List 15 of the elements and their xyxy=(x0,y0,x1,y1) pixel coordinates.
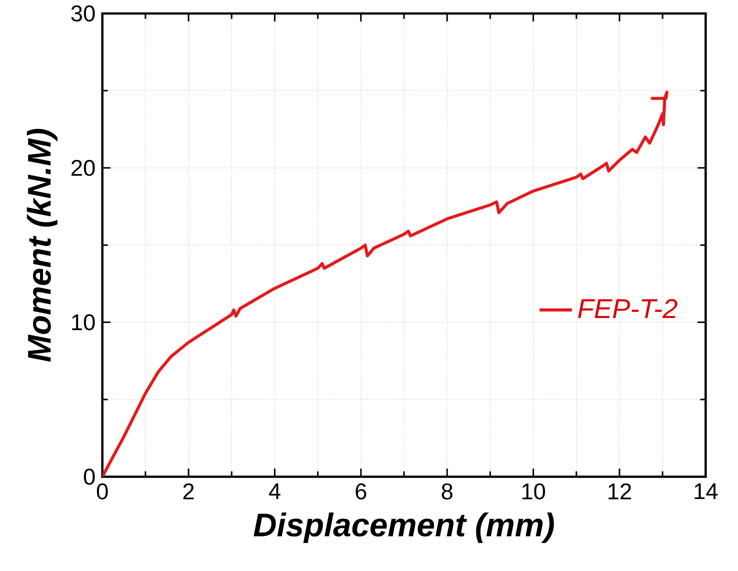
x-tick-label: 14 xyxy=(694,483,718,500)
y-tick-label: 10 xyxy=(72,314,95,330)
x-tick-label: 12 xyxy=(608,483,631,500)
y-tick-label: 0 xyxy=(84,468,95,485)
x-tick-label: 0 xyxy=(96,483,108,500)
x-tick-label: 8 xyxy=(442,483,452,500)
x-axis-title: Displacement (mm) xyxy=(254,512,554,543)
x-tick-label: 4 xyxy=(268,483,280,500)
x-tick-label: 2 xyxy=(183,483,194,500)
x-tick-label: 10 xyxy=(522,483,546,500)
legend-label: FEP-T-2 xyxy=(578,299,678,318)
y-tick-label: 30 xyxy=(71,5,95,22)
x-tick-label: 6 xyxy=(356,483,366,500)
y-tick-label: 20 xyxy=(72,160,95,176)
y-axis-title: Moment (kN.M) xyxy=(26,128,58,362)
